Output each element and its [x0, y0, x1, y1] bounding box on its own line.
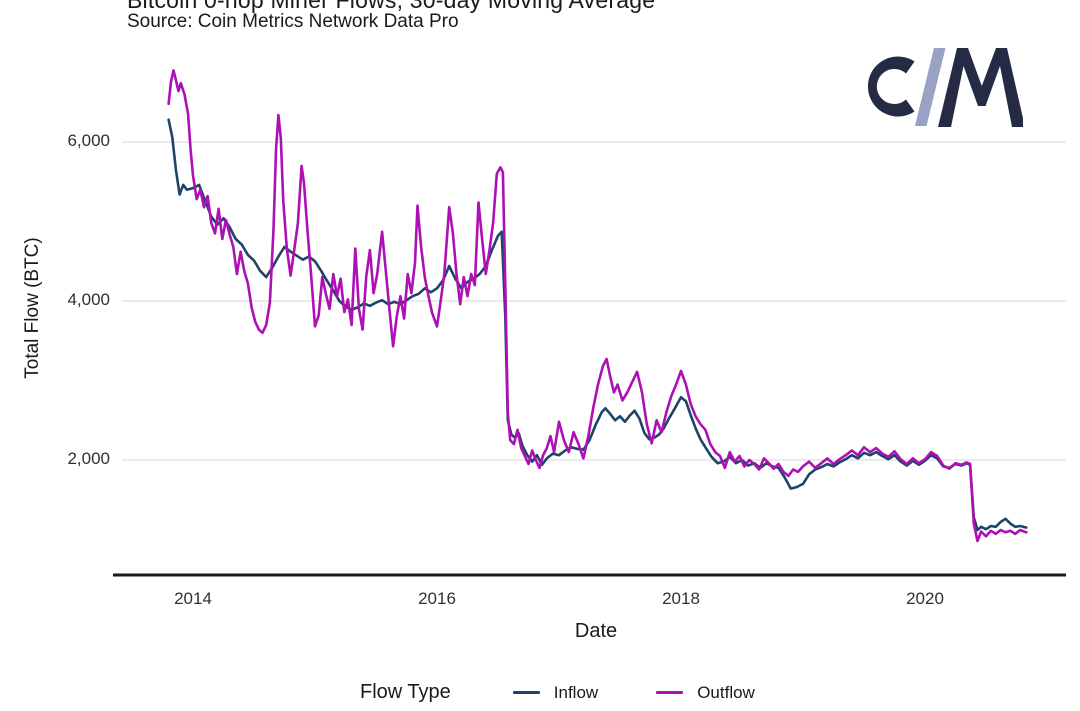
x-tick-2016: 2016: [418, 589, 456, 608]
legend-item-inflow: Inflow: [512, 682, 599, 703]
legend-label-inflow: Inflow: [553, 682, 599, 702]
chart-title: Bitcoin 0-hop Miner Flows, 30-day Moving…: [127, 0, 656, 13]
x-tick-2020: 2020: [906, 589, 944, 608]
y-tick-6000: 6,000: [67, 131, 110, 150]
x-tick-2014: 2014: [174, 589, 212, 608]
chart-subtitle: Source: Coin Metrics Network Data Pro: [127, 11, 459, 32]
y-tick-2000: 2,000: [67, 449, 110, 468]
y-tick-4000: 4,000: [67, 290, 110, 309]
legend-item-outflow: Outflow: [656, 683, 755, 703]
outflow-line-swatch-icon: [656, 691, 684, 694]
logo-letter-m: [938, 48, 1023, 127]
gridlines: [122, 141, 1066, 461]
legend-title: Flow Type: [360, 681, 451, 703]
coin-metrics-logo: [867, 48, 1023, 127]
series-lines: [167, 69, 1028, 543]
logo-slash: [915, 48, 946, 126]
y-axis-title: Total Flow (BTC): [22, 237, 43, 379]
x-tick-2018: 2018: [662, 589, 700, 608]
inflow-line-swatch-icon: [512, 691, 540, 694]
logo-letter-c: [867, 56, 915, 117]
legend-label-outflow: Outflow: [697, 682, 755, 702]
legend: Flow Type Inflow Outflow: [360, 681, 813, 704]
x-axis-title: Date: [574, 620, 618, 642]
